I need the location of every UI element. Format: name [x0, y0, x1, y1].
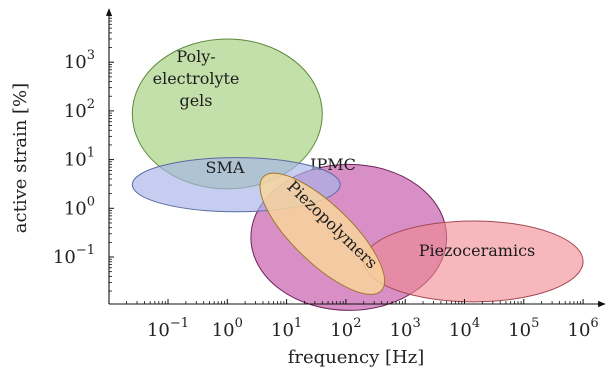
x-tick-label: 104: [449, 316, 480, 341]
region-piezoceramics: Piezoceramics: [363, 220, 584, 303]
x-tick-label: 103: [390, 316, 421, 341]
axes-layer: [105, 8, 606, 308]
x-tick-label: 10−1: [147, 316, 189, 341]
y-tick-label: 10−1: [53, 243, 95, 268]
x-tick-label: 101: [271, 316, 302, 341]
y-tick-label: 100: [64, 194, 95, 219]
x-tick-label: 106: [568, 316, 599, 341]
y-tick-label: 101: [64, 146, 95, 171]
region-polyelectrolyte-label: Poly-electrolyte gels: [153, 47, 240, 110]
y-tick-label: 102: [64, 97, 95, 122]
region-piezopolymers-shape: [259, 172, 386, 295]
x-axis-title: frequency [Hz]: [288, 347, 424, 368]
x-tick-label: 100: [212, 316, 243, 341]
y-tick-label: 103: [64, 48, 95, 73]
ticks-layer: 10−1 100 101 102 103 104 105 106 10−1 100 101 102 10…: [53, 15, 599, 341]
region-polyelectrolyte: Poly-electrolyte gels: [131, 38, 323, 190]
region-piezoceramics-shape: [363, 220, 584, 303]
region-sma-label: SMA: [206, 158, 245, 177]
y-axis-title: active strain [%]: [10, 83, 31, 233]
x-tick-label: 105: [508, 316, 539, 341]
regions-layer: Poly-electrolyte gelsIPMCSMAPiezoceramics…: [131, 38, 584, 311]
x-tick-label: 102: [330, 316, 361, 341]
region-piezoceramics-label: Piezoceramics: [419, 241, 536, 260]
